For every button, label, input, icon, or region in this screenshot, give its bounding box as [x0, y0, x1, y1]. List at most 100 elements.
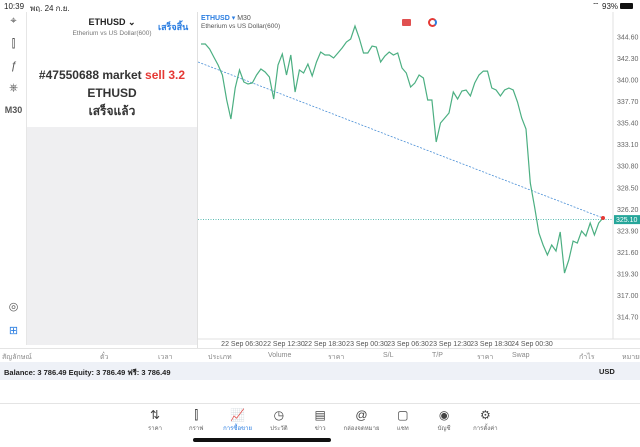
column-header[interactable]: กำไร	[579, 354, 595, 361]
candlestick-icon[interactable]: ⫿	[11, 38, 16, 50]
column-header[interactable]: ราคา	[328, 354, 345, 361]
wifi-icon: ⌔	[592, 1, 600, 10]
column-header[interactable]: T/P	[432, 352, 443, 359]
chat-icon: ▢	[397, 408, 409, 422]
y-tick-label: 323.90	[617, 228, 639, 235]
price-series-line	[201, 24, 604, 274]
y-tick-label: 317.00	[617, 293, 639, 300]
column-header[interactable]: เวลา	[158, 354, 173, 361]
tab-history[interactable]: ◷ ประวัติ	[259, 407, 299, 433]
order-action: sell 3.2	[145, 68, 186, 82]
account-icon: ◉	[438, 408, 450, 422]
chart-plot[interactable]: 344.60 342.30 340.00 337.70 335.40 333.10 330.…	[198, 12, 640, 348]
objects-icon[interactable]: ⎈	[9, 82, 18, 94]
current-price-label: 325.10	[616, 217, 638, 224]
mailbox-icon: @	[355, 408, 368, 422]
tab-mailbox[interactable]: @ กล่องจดหมาย	[342, 407, 382, 433]
trade-table-header: สัญลักษณ์ ตั๋ว เวลา ประเภท Volume ราคา S/L T/P ร…	[0, 348, 640, 362]
column-header[interactable]: S/L	[383, 352, 394, 359]
battery-icon	[620, 3, 633, 9]
tab-label: การซื้อขาย	[223, 426, 253, 432]
y-tick-label: 326.20	[617, 207, 639, 214]
left-toolbar: ⌖ ⫿ ƒ ⎈ M30 ◎ ⊞	[0, 12, 27, 345]
x-tick-label: 23 Sep 06:30	[387, 341, 429, 348]
trade-icon: 📈	[230, 408, 246, 422]
chart-description: Etherium vs US Dollar(600)	[201, 23, 281, 30]
symbol-selector[interactable]: ETHUSD ⌄	[27, 17, 197, 28]
trade-chart-icon[interactable]: ◎	[8, 301, 19, 313]
order-panel: ETHUSD ⌄ Etherium vs US Dollar(600) เสร็…	[27, 12, 197, 345]
status-bar: 10:39 พฤ. 24 ก.ย. ⌔ 93%	[0, 0, 640, 13]
y-tick-label: 314.70	[617, 315, 639, 322]
balance-row: Balance: 3 786.49 Equity: 3 786.49 ฟรี: …	[0, 362, 640, 380]
y-tick-label: 319.30	[617, 271, 639, 278]
new-order-icon[interactable]: ⊞	[8, 325, 19, 337]
tab-trade[interactable]: 📈 การซื้อขาย	[218, 407, 258, 433]
order-symbol: ETHUSD	[87, 86, 137, 100]
column-header[interactable]: หมายเหตุ	[622, 354, 640, 361]
battery-level: 93%	[602, 2, 619, 11]
column-header[interactable]: ประเภท	[208, 354, 232, 361]
order-status: เสร็จแล้ว	[88, 104, 136, 118]
x-tick-label: 22 Sep 18:30	[304, 341, 346, 348]
settings-icon: ⚙	[480, 408, 491, 422]
quotes-icon: ⇅	[149, 408, 161, 422]
x-tick-label: 24 Sep 00:30	[511, 341, 553, 348]
column-header[interactable]: สัญลักษณ์	[2, 354, 32, 361]
chart-icon: ⫿	[194, 408, 199, 422]
tab-quotes[interactable]: ⇅ ราคา	[135, 407, 175, 433]
tab-label: บัญชี	[437, 426, 451, 432]
status-time: 10:39	[4, 2, 25, 11]
done-button[interactable]: เสร็จสิ้น	[158, 22, 189, 32]
balance-text: Balance: 3 786.49 Equity: 3 786.49 ฟรี: …	[4, 368, 171, 377]
column-header[interactable]: Volume	[268, 352, 292, 359]
y-tick-label: 328.50	[617, 185, 639, 192]
symbol-description: Etherium vs US Dollar(600)	[72, 30, 152, 37]
tab-label: ข่าว	[314, 426, 326, 432]
column-header[interactable]: ตั๋ว	[100, 354, 109, 361]
current-price-badge	[614, 215, 640, 225]
tab-settings[interactable]: ⚙ การตั้งค่า	[465, 407, 505, 433]
x-tick-label: 23 Sep 00:30	[346, 341, 388, 348]
column-header[interactable]: ราคา	[477, 354, 494, 361]
trend-line	[198, 61, 604, 219]
x-tick-label: 23 Sep 12:30	[429, 341, 471, 348]
tab-chat[interactable]: ▢ แชท	[383, 407, 423, 433]
y-tick-label: 340.00	[617, 78, 639, 85]
y-tick-label: 342.30	[617, 56, 639, 63]
tab-label: ราคา	[148, 426, 162, 432]
tab-chart[interactable]: ⫿ กราฟ	[176, 407, 216, 433]
y-tick-label: 337.70	[617, 99, 639, 106]
home-indicator	[193, 438, 331, 442]
trade-marker	[601, 216, 605, 221]
tab-account[interactable]: ◉ บัญชี	[424, 407, 464, 433]
history-icon: ◷	[273, 408, 285, 422]
chart-symbol-header: ETHUSD ▾ M30	[201, 15, 251, 22]
y-tick-label: 335.40	[617, 121, 639, 128]
x-tick-label: 23 Sep 18:30	[470, 341, 512, 348]
currency-label: USD	[599, 367, 615, 376]
timeframe-button[interactable]: M30	[4, 105, 23, 115]
y-tick-label: 344.60	[617, 35, 639, 42]
news-icon: ▤	[314, 408, 326, 422]
x-tick-label: 22 Sep 12:30	[263, 341, 305, 348]
column-header[interactable]: Swap	[512, 352, 530, 359]
tab-label: กล่องจดหมาย	[343, 426, 380, 432]
order-ticket: #47550688 market	[38, 68, 142, 82]
chevron-down-icon: ⌄	[127, 17, 136, 27]
tab-news[interactable]: ▤ ข่าว	[300, 407, 340, 433]
status-date: พฤ. 24 ก.ย.	[30, 4, 70, 13]
symbol-label: ETHUSD	[88, 17, 126, 27]
one-click-trading-icon[interactable]	[402, 19, 411, 26]
y-tick-label: 321.60	[617, 250, 639, 257]
tab-label: แชท	[396, 426, 409, 432]
x-tick-label: 22 Sep 06:30	[221, 341, 263, 348]
function-icon[interactable]: ƒ	[10, 60, 17, 72]
price-chart[interactable]: ETHUSD ▾ M30 Etherium vs US Dollar(600) …	[197, 12, 640, 348]
tab-label: กราฟ	[189, 426, 204, 432]
crosshair-icon[interactable]: ⌖	[10, 15, 17, 27]
tab-label: การตั้งค่า	[473, 426, 498, 432]
signal-icon[interactable]	[428, 18, 437, 27]
order-result-message: #47550688 market sell 3.2 ETHUSD เสร็จแล…	[27, 66, 197, 120]
chart-symbol: ETHUSD	[201, 15, 230, 22]
